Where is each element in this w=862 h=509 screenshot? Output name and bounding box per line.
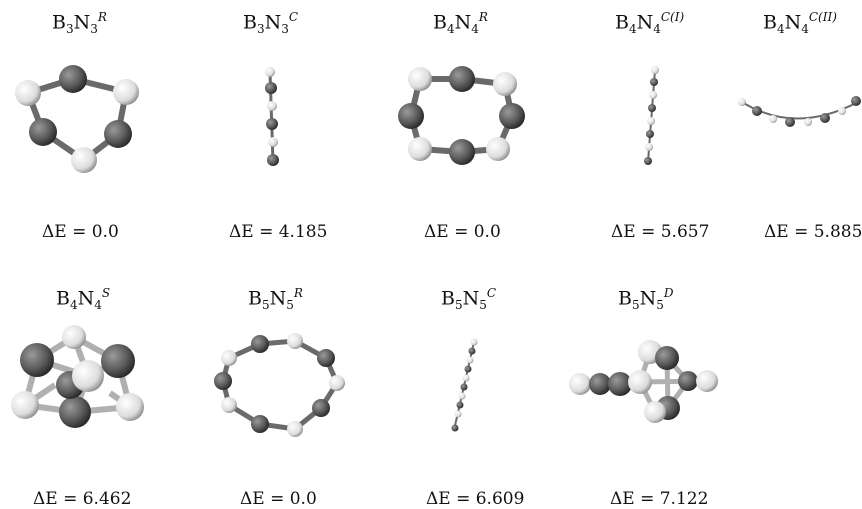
energy-b4n4c1: ΔE = 5.657 [611, 222, 709, 242]
energy-b5n5r: ΔE = 0.0 [240, 489, 317, 509]
energy-b5n5c: ΔE = 6.609 [426, 489, 524, 509]
energy-b4n4c2: ΔE = 5.885 [764, 222, 862, 242]
energy-b3n3r: ΔE = 0.0 [42, 222, 119, 242]
energy-b4n4s: ΔE = 6.462 [33, 489, 131, 509]
energy-b3n3c: ΔE = 4.185 [229, 222, 327, 242]
energy-b4n4r: ΔE = 0.0 [424, 222, 501, 242]
energy-b5n5d: ΔE = 7.122 [610, 489, 708, 509]
